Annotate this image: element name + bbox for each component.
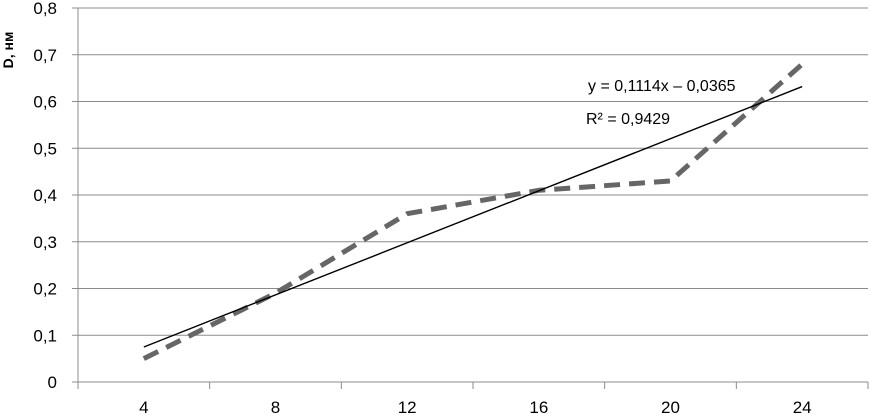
y-tick-label-8: 0,8 — [33, 0, 57, 18]
x-tick-label-5: 24 — [793, 398, 812, 416]
trendline-equation: y = 0,1114x – 0,0365 — [588, 78, 736, 95]
series-line-data — [142, 62, 804, 361]
x-tick-label-1: 8 — [271, 398, 280, 416]
x-tick-label-3: 16 — [529, 398, 548, 416]
y-tick-label-0: 0 — [48, 373, 57, 392]
y-tick-label-2: 0,2 — [33, 280, 57, 299]
r-squared-label: R² = 0,9429 — [586, 111, 670, 128]
y-tick-labels: 0 0,1 0,2 0,3 0,4 0,5 0,6 0,7 0,8 — [33, 0, 57, 392]
x-tick-labels: 4 8 12 16 20 24 — [139, 398, 812, 416]
x-tick-label-4: 20 — [661, 398, 680, 416]
x-tick-label-0: 4 — [139, 398, 148, 416]
y-axis-label: D, нм — [0, 32, 16, 69]
y-tick-label-3: 0,3 — [33, 233, 57, 252]
y-tick-label-4: 0,4 — [33, 186, 57, 205]
y-tick-label-7: 0,7 — [33, 46, 57, 65]
y-tick-label-1: 0,1 — [33, 326, 57, 345]
y-tick-label-5: 0,5 — [33, 139, 57, 158]
axes — [72, 7, 869, 389]
x-tick-label-2: 12 — [398, 398, 417, 416]
gridlines — [78, 7, 868, 336]
series-group — [142, 62, 804, 361]
y-tick-label-6: 0,6 — [33, 93, 57, 112]
trendline — [143, 85, 803, 348]
